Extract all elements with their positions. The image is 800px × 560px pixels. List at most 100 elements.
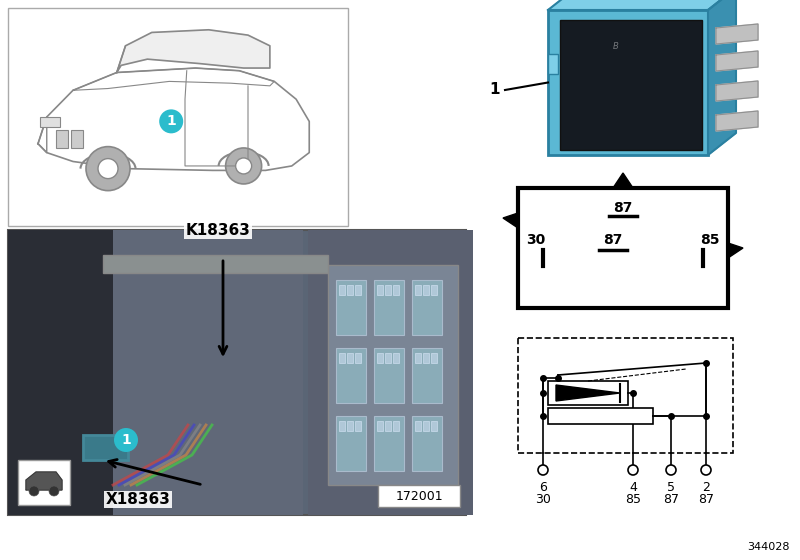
Text: 1: 1 [166, 114, 176, 128]
Text: 30: 30 [535, 493, 551, 506]
Bar [393, 421, 399, 431]
Polygon shape [503, 213, 518, 228]
Bar [415, 353, 421, 363]
Bar [355, 421, 361, 431]
Polygon shape [728, 243, 743, 258]
Text: 344028: 344028 [747, 542, 790, 552]
Bar [336, 348, 366, 403]
Circle shape [628, 465, 638, 475]
Bar [548, 408, 653, 424]
Polygon shape [716, 24, 758, 44]
Text: 87: 87 [603, 233, 622, 247]
Bar [548, 10, 708, 155]
Bar [113, 230, 303, 515]
Bar [385, 353, 391, 363]
Text: 85: 85 [700, 233, 720, 247]
Bar [374, 348, 404, 403]
Bar [423, 285, 429, 295]
Bar [18, 460, 70, 505]
Circle shape [226, 148, 262, 184]
Bar [415, 421, 421, 431]
Polygon shape [117, 30, 270, 72]
Bar [103, 255, 328, 273]
Bar [8, 8, 348, 226]
Bar [8, 230, 113, 515]
Bar [385, 285, 391, 295]
Text: 87: 87 [614, 201, 633, 215]
Polygon shape [708, 0, 736, 155]
Bar [339, 285, 345, 295]
Bar [518, 188, 728, 308]
Polygon shape [716, 81, 758, 101]
Bar [377, 353, 383, 363]
Text: 2: 2 [702, 481, 710, 494]
Text: 85: 85 [625, 493, 641, 506]
Bar [347, 421, 353, 431]
Bar [347, 353, 353, 363]
Text: 30: 30 [526, 233, 546, 247]
Bar [431, 353, 437, 363]
Circle shape [29, 486, 39, 496]
Bar [385, 421, 391, 431]
Bar [339, 353, 345, 363]
Bar [412, 348, 442, 403]
Bar [378, 485, 460, 507]
Polygon shape [613, 173, 633, 188]
Circle shape [159, 109, 183, 133]
Text: 1: 1 [490, 82, 500, 97]
Text: 87: 87 [698, 493, 714, 506]
Text: 1: 1 [121, 433, 131, 447]
Text: K18363: K18363 [186, 223, 250, 238]
Bar [518, 338, 733, 453]
Circle shape [49, 486, 59, 496]
Text: 172001: 172001 [395, 489, 443, 502]
Bar [8, 230, 466, 515]
Bar [83, 435, 128, 460]
Polygon shape [556, 385, 620, 401]
Bar [423, 353, 429, 363]
Bar [393, 285, 399, 295]
Bar [548, 381, 628, 405]
Circle shape [666, 465, 676, 475]
Bar [347, 285, 353, 295]
Bar [393, 353, 399, 363]
Bar [412, 280, 442, 335]
Bar [377, 285, 383, 295]
Bar [374, 280, 404, 335]
Bar [374, 416, 404, 471]
Bar [560, 20, 702, 150]
Text: X18363: X18363 [106, 492, 170, 507]
Text: B: B [612, 42, 618, 51]
Text: 87: 87 [663, 493, 679, 506]
Bar [431, 285, 437, 295]
Bar [55, 130, 67, 148]
Circle shape [538, 465, 548, 475]
Bar [355, 285, 361, 295]
Polygon shape [548, 0, 736, 10]
Bar [40, 117, 60, 127]
Bar [412, 416, 442, 471]
Bar [355, 353, 361, 363]
Bar [423, 421, 429, 431]
Circle shape [98, 158, 118, 179]
Circle shape [86, 147, 130, 190]
Bar [431, 421, 437, 431]
Polygon shape [716, 111, 758, 131]
Text: 5: 5 [667, 481, 675, 494]
Bar [308, 230, 473, 515]
Bar [336, 280, 366, 335]
Text: 6: 6 [539, 481, 547, 494]
Bar [339, 421, 345, 431]
Circle shape [701, 465, 711, 475]
Bar [548, 54, 558, 73]
Bar [328, 265, 458, 485]
Bar [70, 130, 82, 148]
Text: 4: 4 [629, 481, 637, 494]
Bar [415, 285, 421, 295]
Polygon shape [716, 51, 758, 71]
Bar [377, 421, 383, 431]
Bar [336, 416, 366, 471]
Circle shape [236, 158, 252, 174]
Circle shape [114, 428, 138, 452]
Polygon shape [26, 472, 62, 490]
